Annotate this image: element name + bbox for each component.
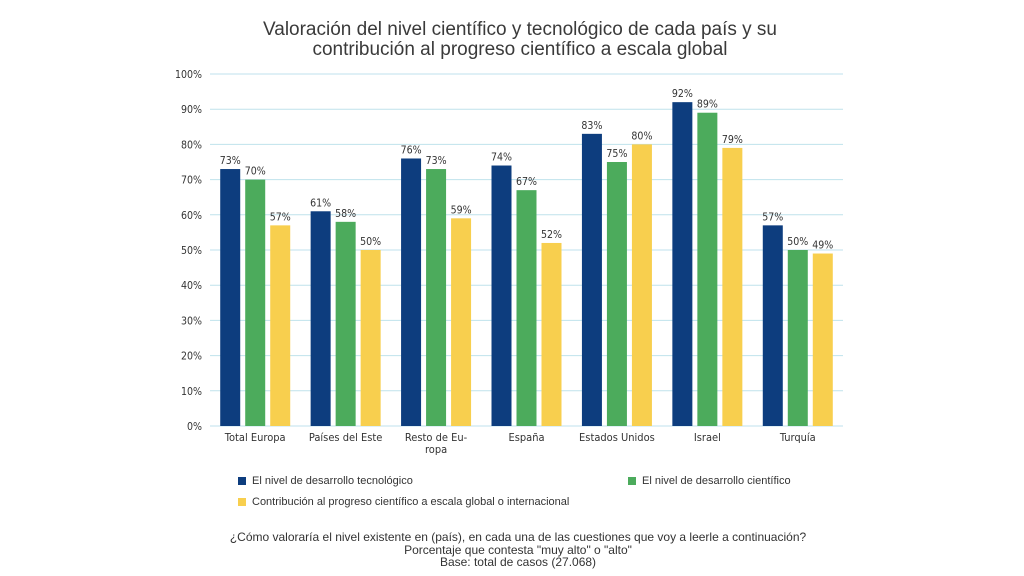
y-tick-label-80: 80% — [181, 139, 202, 151]
data-label-s1-c4: 74% — [491, 152, 512, 164]
y-tick-label-10: 10% — [181, 386, 202, 398]
data-label-s3-c5: 80% — [631, 130, 652, 142]
x-tick-label-7: Turquía — [779, 431, 816, 444]
data-label-s2-c7: 50% — [787, 236, 808, 248]
bar-s2-c6 — [697, 112, 718, 426]
bar-s3-c4 — [541, 242, 562, 426]
data-label-s3-c2: 50% — [360, 236, 381, 248]
data-label-s2-c5: 75% — [606, 148, 627, 160]
bar-s3-c3 — [451, 218, 472, 426]
data-label-s2-c2: 58% — [335, 208, 356, 220]
y-tick-label-0: 0% — [187, 421, 202, 433]
y-tick-label-50: 50% — [181, 245, 202, 257]
footnote-percentage: Porcentaje que contesta "muy alto" o "al… — [404, 542, 632, 557]
legend-label-cientifico: El nivel de desarrollo científico — [642, 475, 791, 487]
legend-swatch-contribucion — [238, 498, 246, 506]
data-label-s3-c3: 59% — [451, 204, 472, 216]
data-label-s1-c3: 76% — [401, 144, 422, 156]
y-tick-label-90: 90% — [181, 104, 202, 116]
data-label-s2-c3: 73% — [426, 155, 447, 167]
footnote-question: ¿Cómo valoraría el nivel existente en (p… — [229, 530, 807, 544]
bar-s1-c5 — [581, 133, 602, 426]
data-label-s1-c1: 73% — [220, 155, 241, 167]
bar-s2-c3 — [426, 169, 447, 427]
data-label-s3-c4: 52% — [541, 229, 562, 241]
y-tick-label-60: 60% — [181, 210, 202, 222]
legend-label-tecnologico: El nivel de desarrollo tecnológico — [252, 475, 413, 487]
x-tick-label-2: Países del Este — [309, 431, 382, 444]
data-label-s3-c1: 57% — [270, 211, 291, 223]
bar-s3-c6 — [722, 147, 743, 427]
data-label-s2-c6: 89% — [697, 99, 718, 111]
bar-s2-c5 — [606, 162, 627, 426]
footnote-base: Base: total de casos (27.068) — [439, 555, 597, 569]
x-tick-label-4: España — [508, 431, 544, 444]
bar-s2-c1 — [245, 179, 266, 426]
legend-item-contribucion: Contribución al progreso científico a es… — [238, 496, 569, 508]
chart-title-line-1: Valoración del nivel científico y tecnol… — [262, 19, 777, 40]
bar-s2-c7 — [787, 250, 808, 426]
bar-s3-c2 — [360, 250, 381, 426]
data-label-s1-c2: 61% — [310, 197, 331, 209]
y-tick-label-20: 20% — [181, 351, 202, 363]
bar-chart: 0% 10% 20% 30% 40% 50% 60% 70% 80% 90% 100% 73% 70% 5… — [175, 69, 843, 456]
y-tick-label-30: 30% — [181, 315, 202, 327]
chart-title: Valoración del nivel científico y tecnol… — [0, 20, 1024, 60]
bar-s1-c1 — [220, 169, 241, 427]
data-label-s1-c7: 57% — [762, 211, 783, 223]
data-label-s2-c1: 70% — [245, 166, 266, 178]
bar-s2-c4 — [516, 190, 537, 426]
legend-item-cientifico: El nivel de desarrollo científico — [628, 475, 791, 487]
x-tick-label-5: Estados Unidos — [579, 431, 655, 444]
legend-label-contribucion: Contribución al progreso científico a es… — [252, 496, 570, 508]
bar-s1-c7 — [762, 225, 783, 426]
y-tick-label-40: 40% — [181, 280, 202, 292]
bar-s2-c2 — [335, 221, 356, 426]
legend-swatch-tecnologico — [238, 477, 246, 485]
bar-s1-c3 — [401, 158, 422, 427]
chart-legend: El nivel de desarrollo tecnológico El ni… — [238, 475, 838, 515]
chart-footnote: ¿Cómo valoraría el nivel existente en (p… — [0, 531, 1024, 569]
data-label-s1-c6: 92% — [672, 88, 693, 100]
data-label-s2-c4: 67% — [516, 176, 537, 188]
x-tick-label-6: Israel — [694, 431, 721, 444]
data-label-s1-c5: 83% — [581, 120, 602, 132]
data-label-s3-c6: 79% — [722, 134, 743, 146]
x-tick-label-3-line-2: ropa — [425, 443, 447, 456]
x-tick-label-1: Total Europa — [224, 431, 286, 444]
bar-s1-c4 — [491, 165, 512, 426]
bar-s1-c2 — [310, 211, 331, 426]
x-tick-label-3-line-1: Resto de Eu- — [405, 431, 468, 444]
bar-s3-c5 — [631, 144, 652, 426]
data-label-s3-c7: 49% — [812, 240, 833, 252]
legend-item-tecnologico: El nivel de desarrollo tecnológico — [238, 475, 413, 487]
y-tick-label-100: 100% — [175, 69, 202, 81]
bar-s1-c6 — [672, 102, 693, 426]
chart-title-line-2: contribución al progreso científico a es… — [312, 39, 728, 60]
y-tick-label-70: 70% — [181, 175, 202, 187]
bar-s3-c1 — [270, 225, 291, 426]
legend-swatch-cientifico — [628, 477, 636, 485]
bar-s3-c7 — [812, 253, 833, 426]
